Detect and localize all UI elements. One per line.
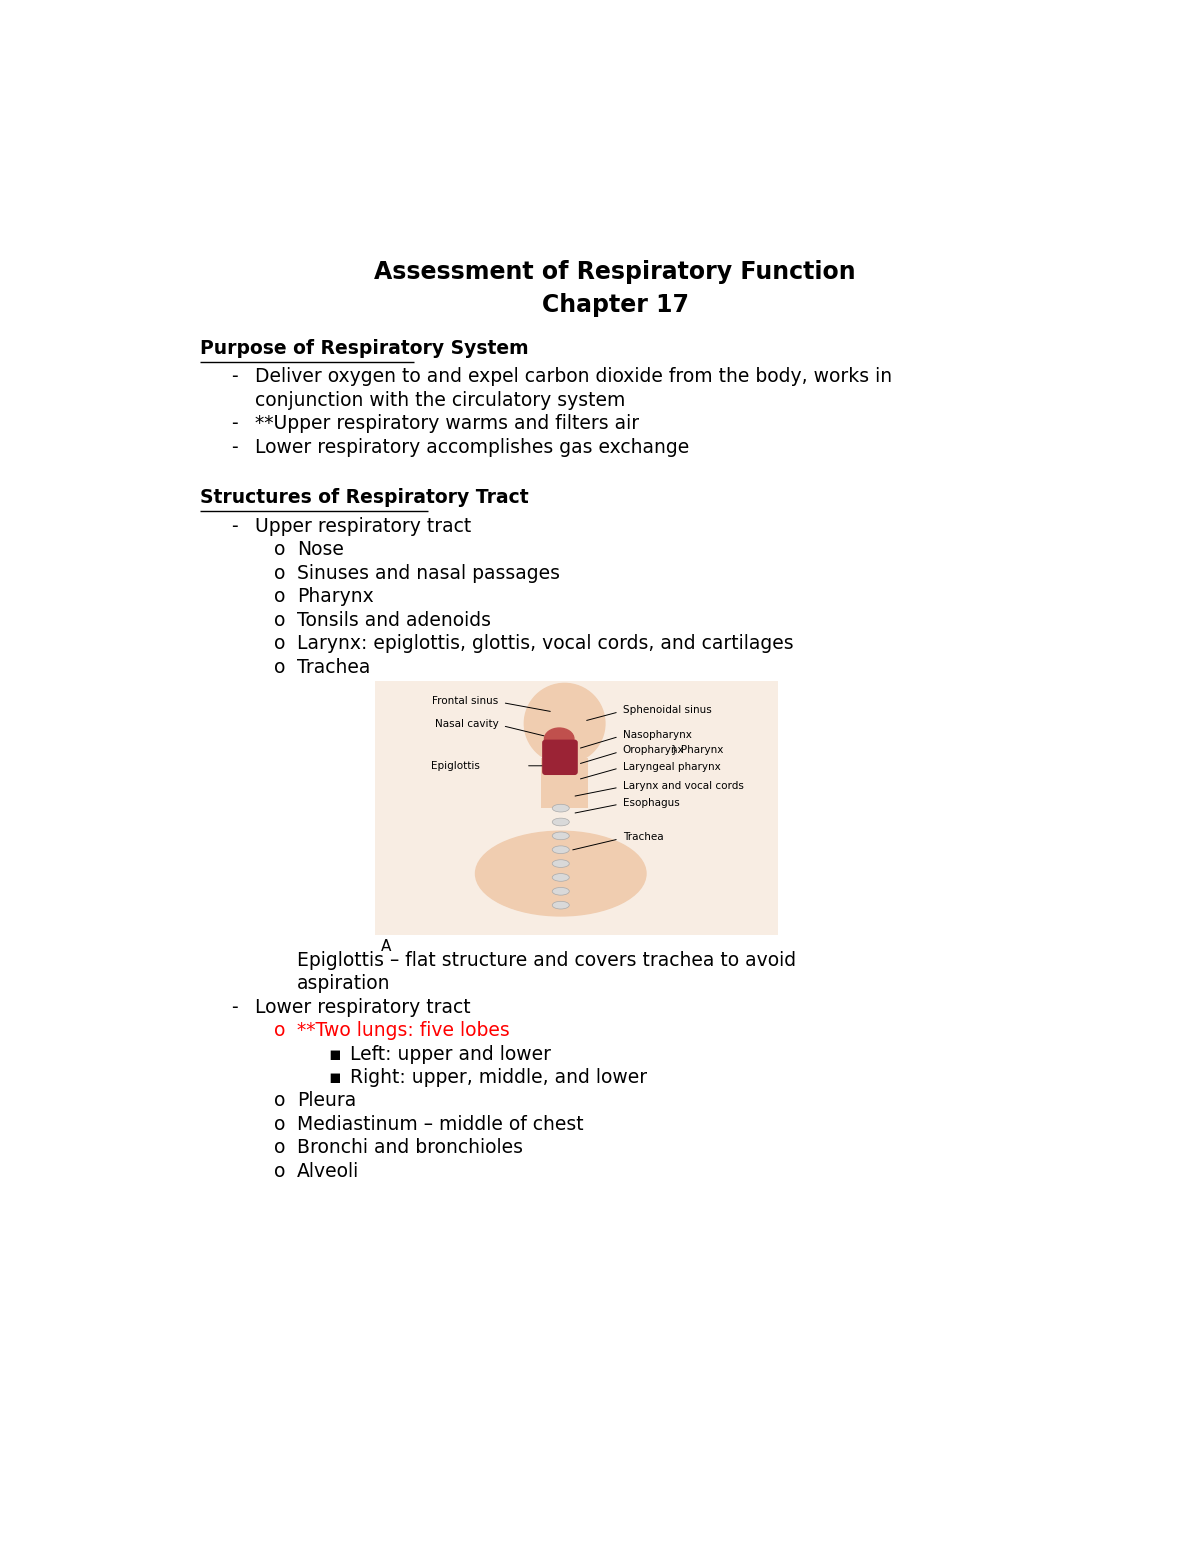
Text: Alveoli: Alveoli [298, 1162, 360, 1180]
Text: conjunction with the circulatory system: conjunction with the circulatory system [254, 391, 625, 410]
Text: Upper respiratory tract: Upper respiratory tract [254, 517, 470, 536]
FancyBboxPatch shape [542, 739, 578, 775]
Text: A: A [380, 940, 391, 954]
Text: o: o [274, 1092, 286, 1110]
Text: Epiglottis: Epiglottis [431, 761, 479, 770]
Text: -: - [232, 997, 238, 1017]
Text: Larynx and vocal cords: Larynx and vocal cords [623, 781, 744, 790]
Text: o: o [274, 1115, 286, 1134]
Ellipse shape [552, 887, 569, 895]
Circle shape [524, 683, 605, 764]
Text: Frontal sinus: Frontal sinus [432, 696, 499, 707]
Text: Purpose of Respiratory System: Purpose of Respiratory System [200, 339, 535, 357]
Text: Bronchi and bronchioles: Bronchi and bronchioles [298, 1138, 523, 1157]
FancyBboxPatch shape [374, 682, 778, 935]
Text: Mediastinum – middle of chest: Mediastinum – middle of chest [298, 1115, 584, 1134]
Ellipse shape [552, 860, 569, 868]
Ellipse shape [552, 804, 569, 812]
Text: o: o [274, 610, 286, 629]
Text: Trachea: Trachea [298, 657, 371, 677]
Text: Nasopharynx: Nasopharynx [623, 730, 691, 739]
Text: Sphenoidal sinus: Sphenoidal sinus [623, 705, 712, 716]
Text: **Two lungs: five lobes: **Two lungs: five lobes [298, 1020, 510, 1041]
Text: Pleura: Pleura [298, 1092, 356, 1110]
Text: Epiglottis – flat structure and covers trachea to avoid: Epiglottis – flat structure and covers t… [298, 950, 797, 969]
Ellipse shape [552, 874, 569, 881]
Text: Right: upper, middle, and lower: Right: upper, middle, and lower [350, 1068, 647, 1087]
Text: o: o [274, 587, 286, 606]
Ellipse shape [552, 846, 569, 854]
Text: -: - [232, 415, 238, 433]
Text: Pharynx: Pharynx [298, 587, 374, 606]
Text: **Upper respiratory warms and filters air: **Upper respiratory warms and filters ai… [254, 415, 638, 433]
Text: Lower respiratory tract: Lower respiratory tract [254, 997, 470, 1017]
Text: Laryngeal pharynx: Laryngeal pharynx [623, 761, 720, 772]
Text: ▪: ▪ [329, 1045, 341, 1064]
Text: -: - [232, 438, 238, 457]
Ellipse shape [552, 832, 569, 840]
Text: Lower respiratory accomplishes gas exchange: Lower respiratory accomplishes gas excha… [254, 438, 689, 457]
Text: Assessment of Respiratory Function: Assessment of Respiratory Function [374, 259, 856, 284]
Text: o: o [274, 1020, 286, 1041]
Text: aspiration: aspiration [298, 974, 391, 992]
Text: o: o [274, 1162, 286, 1180]
Text: o: o [274, 657, 286, 677]
Text: Trachea: Trachea [623, 832, 664, 842]
Text: o: o [274, 1138, 286, 1157]
Ellipse shape [475, 831, 646, 916]
Text: Sinuses and nasal passages: Sinuses and nasal passages [298, 564, 560, 582]
Text: -: - [232, 368, 238, 387]
Text: Structures of Respiratory Tract: Structures of Respiratory Tract [200, 488, 535, 508]
Text: Chapter 17: Chapter 17 [541, 292, 689, 317]
Ellipse shape [552, 901, 569, 909]
Text: Deliver oxygen to and expel carbon dioxide from the body, works in: Deliver oxygen to and expel carbon dioxi… [254, 368, 892, 387]
Ellipse shape [545, 728, 574, 750]
Text: Esophagus: Esophagus [623, 798, 679, 808]
Text: o: o [274, 634, 286, 654]
Text: o: o [274, 540, 286, 559]
Text: Larynx: epiglottis, glottis, vocal cords, and cartilages: Larynx: epiglottis, glottis, vocal cords… [298, 634, 794, 654]
Ellipse shape [552, 818, 569, 826]
Text: Nose: Nose [298, 540, 344, 559]
Text: ▪: ▪ [329, 1068, 341, 1087]
Text: Oropharynx: Oropharynx [623, 745, 684, 755]
Text: -: - [232, 517, 238, 536]
FancyBboxPatch shape [541, 758, 588, 808]
Text: Nasal cavity: Nasal cavity [436, 719, 499, 730]
Text: o: o [274, 564, 286, 582]
Text: } Pharynx: } Pharynx [671, 745, 724, 755]
Text: Tonsils and adenoids: Tonsils and adenoids [298, 610, 491, 629]
Text: Left: upper and lower: Left: upper and lower [350, 1045, 551, 1064]
